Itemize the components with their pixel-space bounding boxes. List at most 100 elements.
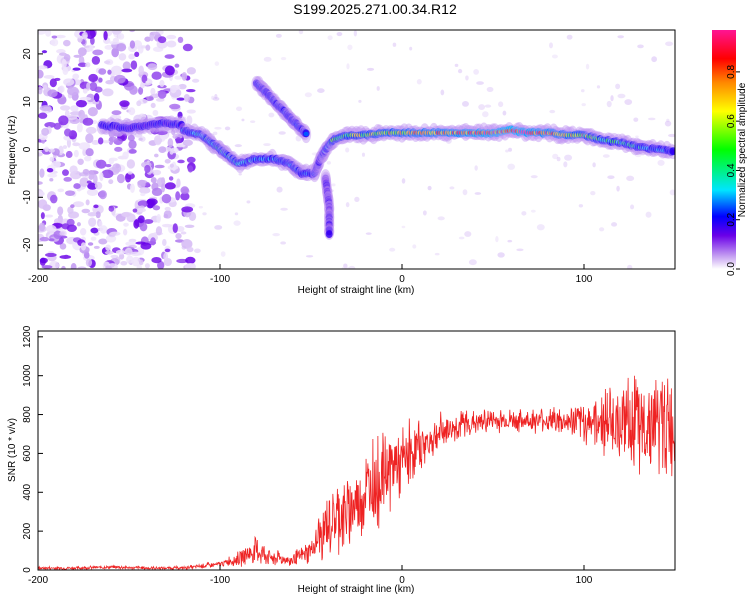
spectrogram-noise-cell bbox=[136, 100, 142, 107]
spectrogram-noise-cell bbox=[121, 212, 131, 218]
spectrogram-noise-cell bbox=[304, 92, 312, 98]
colorbar-tick-label: 0.6 bbox=[726, 114, 737, 128]
spectrogram-noise-cell bbox=[167, 138, 174, 148]
spectrogram-noise-cell bbox=[93, 245, 100, 249]
spectrogram-noise-cell bbox=[98, 190, 107, 200]
spectrogram-noise-cell bbox=[51, 160, 61, 169]
spectrogram-noise-cell bbox=[651, 56, 658, 63]
spectrogram-noise-cell bbox=[85, 148, 94, 157]
spectrogram-noise-cell bbox=[495, 236, 499, 243]
spectrogram-noise-cell bbox=[78, 142, 91, 150]
spectrogram-noise-cell bbox=[130, 60, 138, 70]
spectrogram-noise-cell bbox=[280, 56, 287, 61]
spectrogram-noise-cell bbox=[90, 236, 97, 241]
spectrogram-noise-cell bbox=[145, 182, 150, 187]
spectrogram-noise-cell bbox=[606, 100, 612, 108]
spectrogram-noise-cell bbox=[336, 31, 343, 37]
spectrogram-noise-cell bbox=[389, 247, 396, 252]
spectrogram-noise-cell bbox=[48, 238, 55, 242]
spectrogram-noise-cell bbox=[156, 213, 161, 224]
spectrogram-noise-cell bbox=[376, 86, 380, 91]
spectrogram-noise-cell bbox=[108, 40, 119, 45]
spectrogram-noise-cell bbox=[82, 88, 88, 94]
spectrogram-noise-cell bbox=[437, 216, 445, 221]
spectrogram-noise-cell bbox=[47, 89, 58, 98]
spectrogram-noise-cell bbox=[79, 227, 87, 236]
spectrogram-noise-cell bbox=[85, 199, 90, 206]
spectrogram-noise-cell bbox=[234, 144, 242, 148]
spectrogram-noise-cell bbox=[147, 63, 158, 71]
spectrogram-noise-cell bbox=[175, 191, 181, 201]
spectrogram-noise-cell bbox=[234, 212, 239, 216]
spectrogram-noise-cell bbox=[164, 54, 175, 59]
spectrogram-noise-cell bbox=[82, 168, 90, 175]
spectrogram-noise-cell bbox=[62, 145, 68, 150]
spectrogram-noise-cell bbox=[53, 218, 63, 225]
spectrogram-noise-cell bbox=[275, 33, 282, 38]
spectrogram-noise-cell bbox=[186, 246, 194, 253]
spectrogram-noise-cell bbox=[46, 224, 57, 234]
spectrogram-noise-cell bbox=[149, 31, 160, 36]
spectrogram-noise-cell bbox=[634, 153, 642, 158]
spectrogram-noise-cell bbox=[602, 154, 610, 158]
spectrogram-noise-cell bbox=[123, 228, 128, 236]
spectrogram-noise-cell bbox=[151, 71, 162, 80]
spectrogram-noise-cell bbox=[107, 69, 112, 75]
spectrogram-noise-cell bbox=[90, 227, 99, 234]
spectrogram-noise-cell bbox=[98, 220, 103, 227]
spectrogram-noise-cell bbox=[445, 137, 452, 144]
spectrogram-noise-cell bbox=[49, 178, 54, 182]
spectrogram-noise-cell bbox=[146, 198, 158, 206]
spectrogram-noise-cell bbox=[41, 127, 50, 136]
spectrogram-ridge-core bbox=[670, 149, 675, 154]
spectrogram-noise-cell bbox=[327, 35, 333, 41]
spectrogram-noise-cell bbox=[665, 41, 674, 47]
spectrogram-noise-cell bbox=[137, 200, 149, 208]
spectrogram-noise-cell bbox=[40, 212, 45, 220]
spectrogram-noise-cell bbox=[50, 38, 59, 47]
spectrogram-noise-cell bbox=[77, 158, 84, 165]
spectrogram-noise-cell bbox=[164, 206, 171, 211]
spectrogram-noise-cell bbox=[67, 86, 79, 96]
spectrogram-noise-cell bbox=[45, 30, 52, 37]
spectrogram-noise-cell bbox=[345, 202, 350, 208]
spectrogram-noise-cell bbox=[38, 152, 43, 157]
spectrogram-noise-cell bbox=[86, 82, 91, 91]
spectrogram-noise-cell bbox=[62, 67, 69, 75]
spectrogram-noise-cell bbox=[116, 173, 125, 184]
spectrogram-noise-cell bbox=[65, 190, 76, 196]
spectrogram-noise-cell bbox=[108, 157, 115, 165]
spectrogram-noise-cell bbox=[473, 69, 479, 75]
spectrogram-noise-cell bbox=[497, 252, 505, 258]
spectrogram-noise-cell bbox=[214, 126, 222, 130]
spectrogram-noise-cell bbox=[530, 175, 538, 179]
snr-x-axis-label: Height of straight line (km) bbox=[298, 584, 415, 595]
spectrogram-noise-cell bbox=[87, 212, 97, 217]
spectrogram-noise-cell bbox=[186, 156, 196, 164]
spectrogram-noise-cell bbox=[128, 149, 137, 154]
spectrogram-noise-cell bbox=[114, 146, 123, 152]
spectrogram-noise-cell bbox=[241, 118, 245, 122]
spectrogram-noise-cell bbox=[98, 68, 107, 75]
snr-y-ticks: 0 200 400 600 800 1000 1200 bbox=[22, 325, 43, 573]
spectrogram-noise-cell bbox=[64, 128, 72, 137]
spectrogram-noise-cell bbox=[110, 65, 123, 76]
spectrogram-noise-cell bbox=[198, 206, 204, 209]
spectrogram-noise-cell bbox=[39, 105, 52, 112]
spectrogram-noise-cell bbox=[317, 88, 325, 94]
spectrogram-noise-cell bbox=[41, 265, 53, 269]
colorbar-tick-label: 0.8 bbox=[726, 64, 737, 78]
spectrogram-noise-cell bbox=[109, 114, 118, 125]
spectrogram-noise-cell bbox=[104, 60, 111, 64]
spectrogram-noise-cell bbox=[38, 30, 47, 35]
spectrogram-noise-cell bbox=[57, 188, 65, 193]
spectrogram-noise-cell bbox=[50, 194, 58, 204]
spectrogram-noise-cell bbox=[65, 150, 73, 159]
spectrogram-noise-cell bbox=[478, 104, 486, 110]
spectrogram-noise-cell bbox=[392, 42, 397, 47]
spectrogram-noise-cell bbox=[43, 75, 55, 79]
spectrogram-noise-cell bbox=[164, 65, 175, 76]
spectrogram-noise-cell bbox=[89, 81, 98, 92]
spectrogram-noise-cell bbox=[154, 164, 165, 169]
spectrogram-noise-cell bbox=[63, 78, 75, 86]
